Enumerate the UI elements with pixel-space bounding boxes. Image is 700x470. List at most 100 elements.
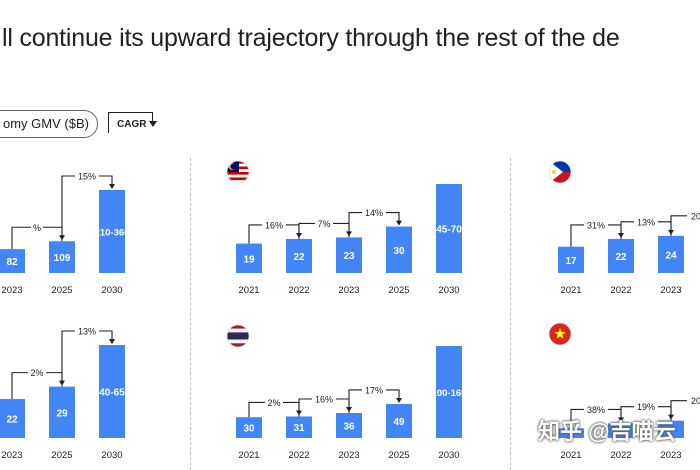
bar-value-label: 31 <box>293 423 305 434</box>
watermark: 知乎 @吉喵云 <box>538 419 676 444</box>
cagr-label: 16% <box>315 395 333 405</box>
bar-value-label: 24 <box>665 250 677 261</box>
gmv-bar <box>0 249 25 273</box>
gmv-bar <box>558 246 584 273</box>
cagr-bracket: 13% <box>620 215 674 239</box>
gmv-bar <box>236 417 262 438</box>
gmv-bar <box>436 184 462 273</box>
gmv-bar <box>658 235 684 273</box>
x-tick-label: 2025 <box>51 450 72 461</box>
bar-value-label: 45-70 <box>436 225 462 236</box>
bar-value-label: 19 <box>243 254 255 265</box>
x-tick-label: 2023 <box>338 285 359 296</box>
x-tick-label: 2022 <box>288 450 309 461</box>
bar-value-label: 40-65 <box>99 388 125 399</box>
cagr-label: 2% <box>30 368 43 378</box>
gmv-bar <box>336 413 362 438</box>
bar-value-label: 22 <box>293 252 305 263</box>
bar-value-label: 82 <box>6 257 18 268</box>
x-tick-label: 2022 <box>610 450 631 461</box>
x-tick-label: 2021 <box>560 450 581 461</box>
gmv-bar <box>286 416 312 438</box>
x-tick-label: 2023 <box>660 450 681 461</box>
cagr-label: 2% <box>267 398 280 408</box>
bar-value-label: 210-360 <box>95 228 130 239</box>
cagr-label: 14% <box>365 208 383 218</box>
gmv-bar <box>99 345 125 438</box>
cagr-bracket: 7% <box>298 217 352 239</box>
country-chart: 22 2023 29 2025 40-65 2030 2% 13% <box>0 325 125 461</box>
x-tick-label: 2030 <box>438 450 459 461</box>
legend-cagr-arrow-icon <box>148 112 157 127</box>
x-tick-label: 2025 <box>388 450 409 461</box>
bar-value-label: 30 <box>393 246 405 257</box>
cagr-bracket: 14% <box>348 206 402 238</box>
x-tick-label: 2023 <box>1 285 22 296</box>
headline: ll continue its upward trajectory throug… <box>2 24 620 52</box>
gmv-bar <box>0 399 25 438</box>
bar-value-label: 100-165 <box>432 388 468 399</box>
bar-value-label: 22 <box>615 252 627 263</box>
bar-value-label: 30 <box>243 424 255 435</box>
cagr-label: 20 <box>691 396 700 406</box>
x-tick-label: 2030 <box>101 285 122 296</box>
cagr-label: 7% <box>317 219 330 229</box>
gmv-bar <box>436 346 462 438</box>
gmv-bar <box>658 420 684 438</box>
cagr-label: 13% <box>637 217 655 227</box>
malaysia-flag-icon <box>226 160 250 184</box>
bar-value-label: 23 <box>343 251 355 262</box>
country-chart: 30 2021 31 2022 36 2023 49 2025 100-165 2030 2% 16%… <box>236 346 467 461</box>
cagr-bracket: 15% <box>61 170 115 242</box>
x-tick-label: 2025 <box>51 285 72 296</box>
bar-value-label: 36 <box>343 422 355 433</box>
x-tick-label: 2021 <box>560 285 581 296</box>
bar-value-label: 29 <box>56 408 68 419</box>
gmv-bar <box>608 238 634 273</box>
cagr-bracket: 2% <box>248 396 302 418</box>
x-tick-label: 2021 <box>238 285 259 296</box>
bar-value-label: 22 <box>6 415 18 426</box>
country-chart: 82 2023 109 2025 210-360 2030% 15% <box>0 170 129 296</box>
gmv-bar <box>336 237 362 273</box>
x-tick-label: 2025 <box>388 285 409 296</box>
cagr-label: 31% <box>587 220 605 230</box>
cagr-bracket: 13% <box>61 325 115 387</box>
gmv-bar <box>608 423 634 438</box>
x-tick-label: 2023 <box>338 450 359 461</box>
cagr-label: 16% <box>265 220 283 230</box>
gmv-bar <box>236 243 262 273</box>
gmv-bar <box>558 428 584 438</box>
cagr-label: 38% <box>587 405 605 415</box>
x-tick-label: 2030 <box>101 450 122 461</box>
x-tick-label: 2030 <box>438 285 459 296</box>
thailand-flag-icon <box>226 324 250 348</box>
legend-cagr-label: CAGR <box>108 112 153 133</box>
panel-divider <box>190 158 191 470</box>
x-tick-label: 2022 <box>288 285 309 296</box>
bar-value-label: 49 <box>393 417 405 428</box>
x-tick-label: 2021 <box>238 450 259 461</box>
cagr-label: 17% <box>365 385 383 395</box>
panel-divider <box>510 158 511 470</box>
x-tick-label: 2023 <box>660 285 681 296</box>
x-tick-label: 2022 <box>610 285 631 296</box>
gmv-bar <box>49 386 75 438</box>
gmv-bar <box>99 190 125 273</box>
cagr-label: 15% <box>78 172 96 182</box>
country-chart: 19 2021 22 2022 23 2023 30 2025 45-70 2030 16% 7% 14… <box>236 184 462 296</box>
philippines-flag-icon <box>548 160 572 184</box>
legend-gmv-pill: omy GMV ($B) <box>0 110 98 138</box>
cagr-label: 20 <box>691 211 700 221</box>
bar-value-label: 17 <box>565 256 577 267</box>
vietnam-flag-icon <box>548 322 572 346</box>
cagr-label: 13% <box>78 327 96 337</box>
x-tick-label: 2023 <box>1 450 22 461</box>
cagr-bracket: 17% <box>348 383 402 414</box>
cagr-bracket: 20 <box>670 394 700 421</box>
country-chart: 2021 2022 2023 38% 19% 20 <box>558 394 700 461</box>
gmv-bar <box>386 403 412 438</box>
cagr-bracket: 20 <box>670 209 700 236</box>
gmv-bar <box>286 238 312 273</box>
